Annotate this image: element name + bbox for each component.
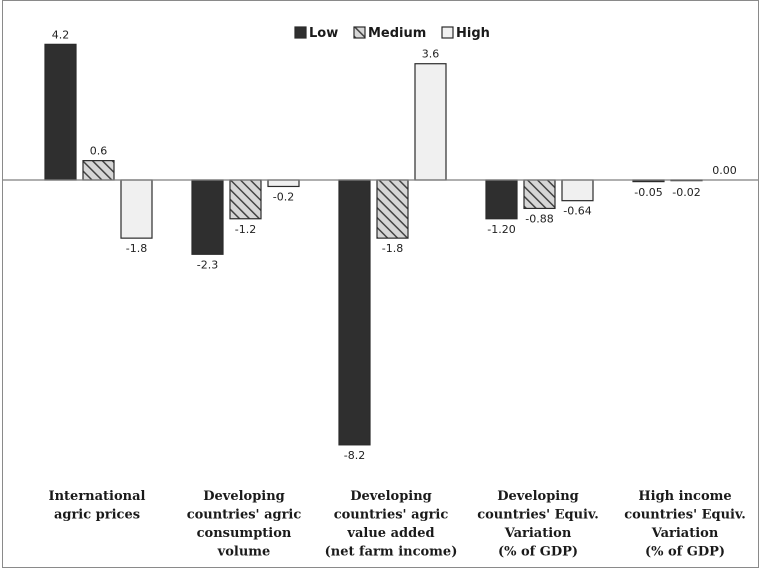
legend-label-high: High [456, 26, 490, 41]
category-label-4-line-0: High income [638, 489, 731, 504]
category-label-0-line-1: agric prices [54, 508, 140, 523]
bar-high-3 [561, 179, 594, 202]
legend-label-medium: Medium [368, 26, 426, 41]
value-label-high-0: -1.8 [126, 242, 147, 255]
category-label-4-line-3: (% of GDP) [645, 545, 725, 560]
bar-medium-2 [376, 179, 409, 239]
category-label-2-line-0: Developing [350, 489, 432, 504]
category-label-2-line-2: value added [346, 526, 434, 541]
category-label-3-line-1: countries' Equiv. [477, 508, 599, 523]
category-labels-layer: International agric prices Developing count… [49, 489, 746, 560]
category-label-3-line-0: Developing [497, 489, 579, 504]
bar-low-2 [338, 179, 371, 446]
category-label-4-line-2: Variation [651, 526, 719, 541]
category-label-3-line-3: (% of GDP) [498, 545, 578, 560]
value-label-medium-1: -1.2 [235, 223, 256, 236]
value-label-high-1: -0.2 [273, 190, 294, 203]
value-label-low-4: -0.05 [634, 186, 662, 199]
value-label-medium-3: -0.88 [525, 212, 553, 225]
category-label-0-line-0: International [49, 489, 146, 504]
value-labels-layer: 4.2 -2.3 -8.2 -1.20 -0.05 0.6 -1.2 -1.8 -0.88 -0.… [52, 28, 737, 462]
bar-medium-3 [523, 179, 556, 210]
category-label-1-line-3: volume [217, 545, 271, 560]
value-label-medium-0: 0.6 [90, 145, 108, 158]
value-label-high-3: -0.64 [563, 205, 591, 218]
category-label-2-line-1: countries' agric [334, 508, 449, 523]
value-label-low-1: -2.3 [197, 258, 218, 271]
legend-swatch-high [441, 26, 454, 39]
legend-swatch-medium [353, 26, 366, 39]
legend-swatch-low [294, 26, 307, 39]
bar-medium-0 [82, 160, 115, 181]
bar-low-3 [485, 179, 518, 220]
bar-high-1 [267, 179, 300, 188]
category-label-3-line-2: Variation [504, 526, 572, 541]
category-label-1-line-0: Developing [203, 489, 285, 504]
value-label-low-0: 4.2 [52, 28, 70, 41]
value-label-high-4: 0.00 [712, 164, 737, 177]
category-label-2-line-3: (net farm income) [325, 545, 458, 560]
value-label-high-2: 3.6 [422, 48, 440, 61]
value-label-medium-2: -1.8 [382, 242, 403, 255]
category-label-4-line-1: countries' Equiv. [624, 508, 746, 523]
category-label-1-line-2: consumption [197, 526, 292, 541]
category-label-1-line-1: countries' agric [187, 508, 302, 523]
legend-label-low: Low [309, 26, 338, 41]
bar-high-2 [414, 63, 447, 181]
legend: Low Medium High [294, 26, 490, 41]
bar-medium-1 [229, 179, 262, 220]
bar-high-0 [120, 179, 153, 239]
value-label-medium-4: -0.02 [672, 186, 700, 199]
value-label-low-2: -8.2 [344, 449, 365, 462]
bar-low-0 [44, 43, 77, 181]
value-label-low-3: -1.20 [487, 223, 515, 236]
bar-low-1 [191, 179, 224, 255]
